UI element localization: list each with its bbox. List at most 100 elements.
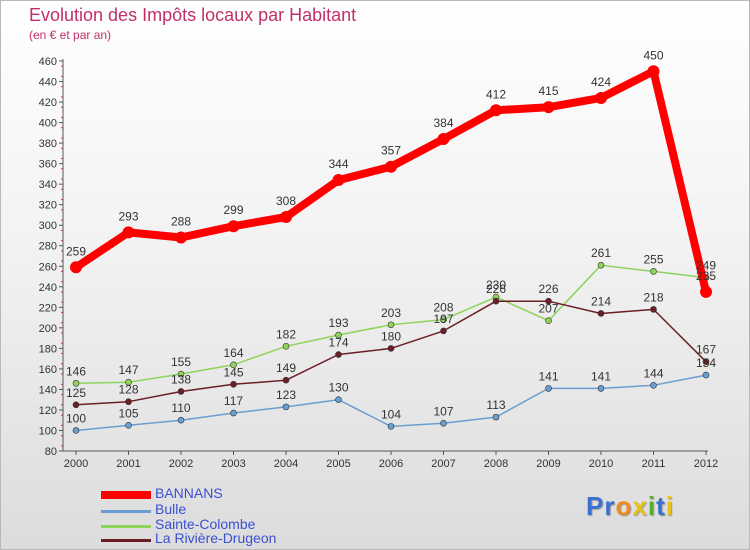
x-tick-label: 2002 [169, 458, 193, 470]
data-label: 164 [223, 346, 243, 360]
data-label: 128 [118, 383, 138, 397]
data-label: 357 [381, 144, 401, 158]
data-point [387, 345, 395, 352]
data-point [282, 403, 290, 411]
data-point [595, 91, 607, 104]
data-point [125, 398, 132, 406]
data-point [702, 358, 710, 366]
data-label: 193 [328, 316, 348, 330]
data-label: 218 [643, 290, 663, 304]
proxiti-logo: Proxiti [586, 491, 674, 522]
data-point [700, 285, 712, 298]
data-point [175, 231, 187, 244]
data-point [70, 261, 82, 274]
data-label: 226 [486, 282, 506, 296]
data-label: 155 [171, 355, 191, 369]
data-point [72, 379, 80, 387]
data-point [335, 331, 342, 339]
chart-title: Evolution des Impôts locaux par Habitant [29, 5, 357, 25]
data-point [650, 382, 657, 389]
y-tick-label: 460 [39, 56, 57, 68]
logo-letter: P [586, 491, 605, 521]
data-labels-layer: 259 293 288 299 308 344 357 384 412 415 424 450 235 1… [66, 48, 716, 425]
data-label: 384 [433, 116, 453, 130]
logo-letter: x [632, 491, 648, 521]
data-point [122, 226, 135, 239]
logo-letter: i [647, 491, 657, 521]
x-tick-label: 2007 [431, 458, 455, 470]
data-point [227, 220, 240, 233]
y-tick-label: 120 [39, 405, 57, 417]
legend-swatch [101, 491, 151, 499]
data-point [440, 316, 447, 323]
data-label: 299 [223, 203, 243, 217]
data-point [492, 297, 500, 305]
data-label: 259 [66, 244, 86, 258]
data-label: 141 [591, 369, 611, 383]
x-tick-label: 2010 [589, 458, 613, 470]
data-point [385, 160, 397, 173]
data-label: 110 [171, 401, 190, 415]
data-label: 107 [433, 404, 453, 418]
logo-letter: t [656, 491, 666, 521]
legend-label: BANNANS [155, 485, 223, 501]
data-label: 207 [538, 302, 558, 316]
data-point [72, 427, 80, 434]
data-label: 167 [696, 343, 716, 357]
data-point [335, 351, 342, 358]
x-tick-label: 2005 [326, 458, 350, 470]
data-point [545, 317, 552, 324]
y-tick-label: 420 [39, 97, 57, 109]
data-point [280, 211, 292, 223]
data-label: 144 [643, 366, 663, 380]
data-label: 125 [66, 386, 86, 400]
data-point [440, 419, 447, 427]
y-tick-label: 320 [39, 200, 57, 212]
data-label: 412 [486, 87, 506, 101]
y-tick-label: 180 [39, 343, 57, 355]
series-sainte-colombe [72, 261, 710, 387]
data-label: 104 [381, 407, 401, 421]
x-tick-label: 2012 [694, 458, 718, 470]
x-tick-label: 2000 [64, 458, 88, 470]
y-tick-label: 260 [39, 261, 57, 273]
data-label: 261 [591, 246, 611, 260]
data-point [492, 413, 500, 421]
y-tick-label: 160 [39, 364, 57, 376]
data-point [545, 297, 552, 305]
data-label: 146 [66, 364, 86, 378]
y-tick-label: 140 [39, 384, 57, 396]
data-label: 288 [171, 215, 191, 229]
data-label: 141 [538, 369, 558, 383]
data-point [597, 261, 605, 269]
data-point [72, 401, 80, 409]
y-tick-label: 280 [39, 241, 57, 253]
x-tick-label: 2001 [116, 458, 140, 470]
data-label: 208 [433, 301, 453, 315]
data-point [387, 423, 395, 430]
data-point [125, 422, 132, 429]
data-point [335, 396, 342, 403]
y-tick-label: 200 [39, 323, 57, 335]
legend-swatch [101, 524, 151, 528]
series-line [72, 67, 710, 296]
data-label: 230 [486, 278, 506, 292]
data-point [702, 371, 710, 379]
data-label: 180 [381, 329, 401, 343]
data-label: 105 [118, 406, 138, 420]
data-label: 450 [643, 48, 663, 62]
data-point [177, 388, 185, 395]
data-point [177, 416, 185, 424]
chart-subtitle: (en € et par an) [29, 28, 112, 42]
data-label: 123 [276, 388, 296, 402]
legend-swatch [101, 509, 151, 513]
legend-swatch [101, 538, 151, 542]
y-tick-label: 360 [39, 159, 57, 171]
x-tick-label: 2006 [379, 458, 403, 470]
data-point [437, 133, 450, 145]
data-point [282, 376, 290, 384]
data-label: 147 [118, 363, 138, 377]
data-label: 145 [223, 365, 243, 379]
logo-letter: i [665, 491, 674, 521]
